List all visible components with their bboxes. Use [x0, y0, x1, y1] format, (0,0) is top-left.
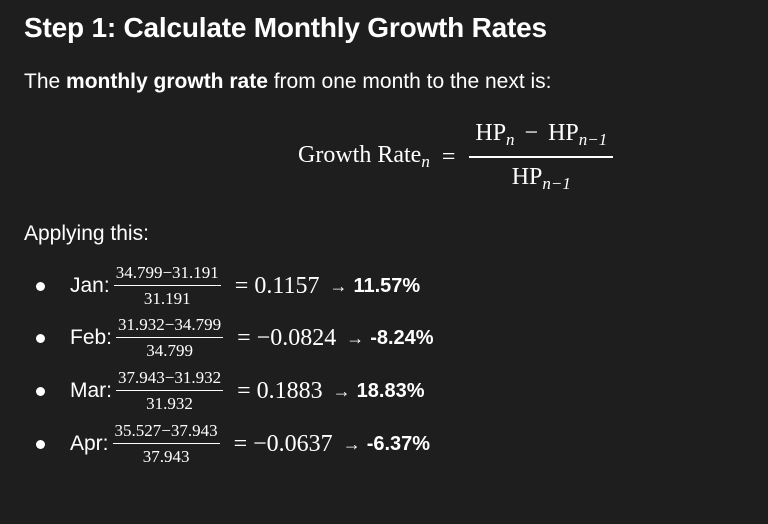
formula-denominator: HPn−1: [506, 158, 577, 194]
formula-numerator: HPn − HPn−1: [469, 120, 613, 156]
calc-fraction-bar: [116, 390, 224, 391]
formula-lhs-subscript: n: [421, 152, 430, 171]
growth-percent: -8.24%: [370, 326, 434, 349]
applying-label: Applying this:: [24, 222, 149, 245]
month-label: Feb:: [70, 326, 113, 349]
formula-den-sub: n−1: [542, 173, 571, 193]
bullet-icon: [36, 333, 45, 343]
growth-percent: -6.37%: [366, 432, 431, 455]
calc-result: = 0.1883: [237, 377, 323, 404]
intro-bold-term: monthly growth rate: [66, 70, 268, 93]
formula-term-b-sub: n−1: [578, 130, 608, 150]
calc-numerator: 37.943−31.932: [118, 368, 222, 387]
calc-fraction: 37.943−31.932 31.932: [116, 368, 224, 414]
formula-term-a: HP: [475, 120, 507, 147]
list-item-jan: Jan: 34.799−31.191 31.191 = 0.1157 → 11.…: [36, 261, 420, 311]
calc-denominator: 34.799: [146, 341, 193, 360]
right-arrow-icon: →: [332, 380, 351, 401]
month-label: Mar:: [70, 379, 112, 402]
month-label: Jan:: [70, 274, 110, 297]
formula-fraction-bar: [469, 156, 614, 158]
bullet-icon: [36, 439, 45, 449]
formula-minus: −: [524, 120, 539, 147]
calc-fraction: 31.932−34.799 34.799: [116, 315, 224, 361]
list-item-mar: Mar: 37.943−31.932 31.932 = 0.1883 → 18.…: [36, 366, 424, 416]
formula-lhs-text: Growth Rate: [298, 142, 422, 168]
calc-fraction-bar: [113, 285, 221, 286]
right-arrow-icon: →: [329, 275, 348, 296]
intro-text-before: The: [24, 70, 67, 93]
calc-numerator: 35.527−37.943: [114, 421, 218, 440]
bullet-icon: [36, 386, 45, 396]
formula-fraction: HPn − HPn−1 HPn−1: [469, 120, 614, 194]
formula-lhs: Growth Raten: [298, 142, 430, 172]
growth-percent: 11.57%: [353, 274, 421, 297]
right-arrow-icon: →: [346, 327, 365, 348]
list-item-feb: Feb: 31.932−34.799 34.799 = −0.0824 → -8…: [36, 313, 434, 363]
growth-percent: 18.83%: [356, 379, 425, 402]
right-arrow-icon: →: [342, 433, 361, 454]
calc-fraction: 35.527−37.943 37.943: [112, 421, 220, 467]
calc-denominator: 31.191: [143, 289, 191, 308]
calc-result: = −0.0824: [237, 324, 337, 351]
formula-equals: =: [441, 143, 456, 170]
calc-fraction-bar: [112, 443, 220, 444]
calc-denominator: 31.932: [146, 394, 193, 413]
calc-numerator: 34.799−31.191: [115, 263, 219, 282]
calc-result: = 0.1157: [234, 272, 320, 299]
calc-fraction-bar: [116, 337, 224, 338]
step-heading: Step 1: Calculate Monthly Growth Rates: [24, 12, 547, 43]
calc-denominator: 37.943: [142, 447, 190, 466]
formula-term-a-sub: n: [506, 130, 515, 150]
formula-term-b: HP: [548, 120, 579, 147]
calc-fraction: 34.799−31.191 31.191: [113, 263, 221, 309]
formula-den-term: HP: [511, 163, 543, 190]
list-item-apr: Apr: 35.527−37.943 37.943 = −0.0637 → -6…: [36, 419, 430, 469]
bullet-icon: [36, 281, 45, 291]
calc-result: = −0.0637: [233, 430, 333, 457]
intro-text-after: from one month to the next is:: [267, 70, 552, 93]
month-label: Apr:: [70, 432, 109, 455]
growth-rate-formula: Growth Raten = HPn − HPn−1 HPn−1: [298, 116, 614, 198]
intro-paragraph: The monthly growth rate from one month t…: [24, 70, 552, 94]
calc-numerator: 31.932−34.799: [118, 315, 222, 334]
